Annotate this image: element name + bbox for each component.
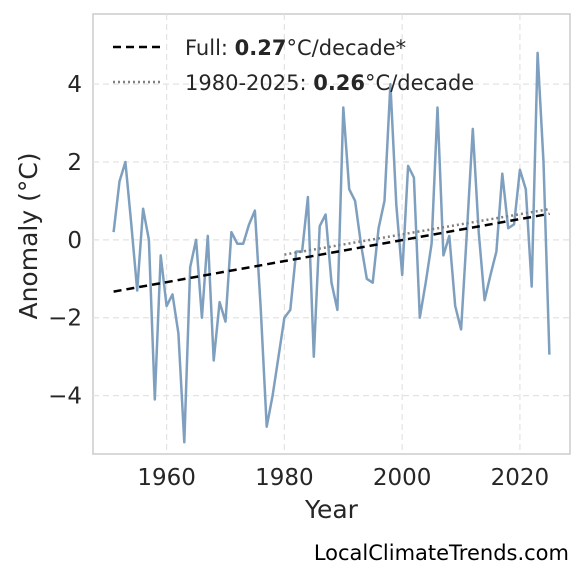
y-axis-label: Anomaly (°C)	[14, 152, 43, 319]
x-tick-label: 2020	[491, 465, 550, 491]
legend-full-value: 0.27	[235, 36, 287, 60]
y-tick-label: −4	[48, 384, 82, 410]
series-line-trend-full	[113, 212, 550, 293]
plot-area	[92, 13, 571, 455]
series-group	[112, 51, 551, 444]
legend-recent-value: 0.26	[313, 71, 365, 95]
legend-full-prefix: Full:	[185, 36, 235, 60]
y-tick-labels: −4 −2 0 2 4	[48, 72, 82, 410]
credit-text: LocalClimateTrends.com	[314, 541, 569, 565]
x-axis-label: Year	[304, 495, 359, 524]
y-tick-label: −2	[48, 306, 82, 332]
x-tick-labels: 1960 1980 2000 2020	[137, 465, 549, 491]
legend: Full: 0.27°C/decade* 1980-2025: 0.26°C/d…	[113, 36, 474, 95]
series-line-anomaly	[112, 51, 551, 444]
x-tick-label: 1960	[137, 465, 196, 491]
grid	[93, 14, 570, 454]
legend-entry-full: Full: 0.27°C/decade*	[185, 36, 406, 60]
y-tick-label: 4	[67, 72, 82, 98]
legend-full-suffix: °C/decade*	[287, 36, 407, 60]
legend-recent-suffix: °C/decade	[365, 71, 474, 95]
legend-recent-prefix: 1980-2025:	[185, 71, 313, 95]
y-tick-label: 2	[67, 150, 82, 176]
x-tick-label: 1980	[255, 465, 314, 491]
y-tick-label: 0	[67, 228, 82, 254]
legend-entry-recent: 1980-2025: 0.26°C/decade	[185, 71, 474, 95]
x-tick-label: 2000	[373, 465, 432, 491]
